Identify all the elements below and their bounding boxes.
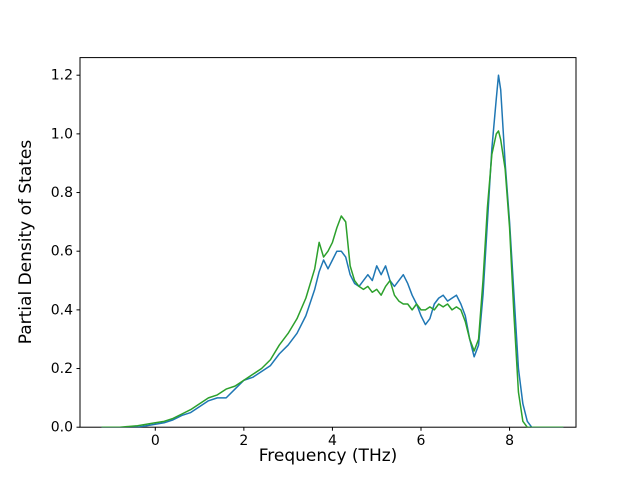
x-axis-label: Frequency (THz) [258,446,398,466]
y-tick-label: 1.0 [51,126,73,142]
axes-spines [79,57,577,428]
y-axis-label: Partial Density of States [16,139,36,345]
x-tick-label: 0 [151,433,160,449]
y-tick-label: 1.2 [51,68,73,84]
y-tick-label: 0.2 [51,361,73,377]
x-tick-label: 4 [328,433,337,449]
y-tick-label: 0.6 [51,244,73,260]
series-green [101,130,564,428]
x-tick-label: 6 [417,433,426,449]
x-tick-label: 2 [239,433,248,449]
y-tick-label: 0.0 [51,420,73,436]
y-tick-label: 0.4 [51,302,73,318]
y-tick-label: 0.8 [51,185,73,201]
series-blue [101,74,564,428]
x-tick-label: 8 [505,433,514,449]
